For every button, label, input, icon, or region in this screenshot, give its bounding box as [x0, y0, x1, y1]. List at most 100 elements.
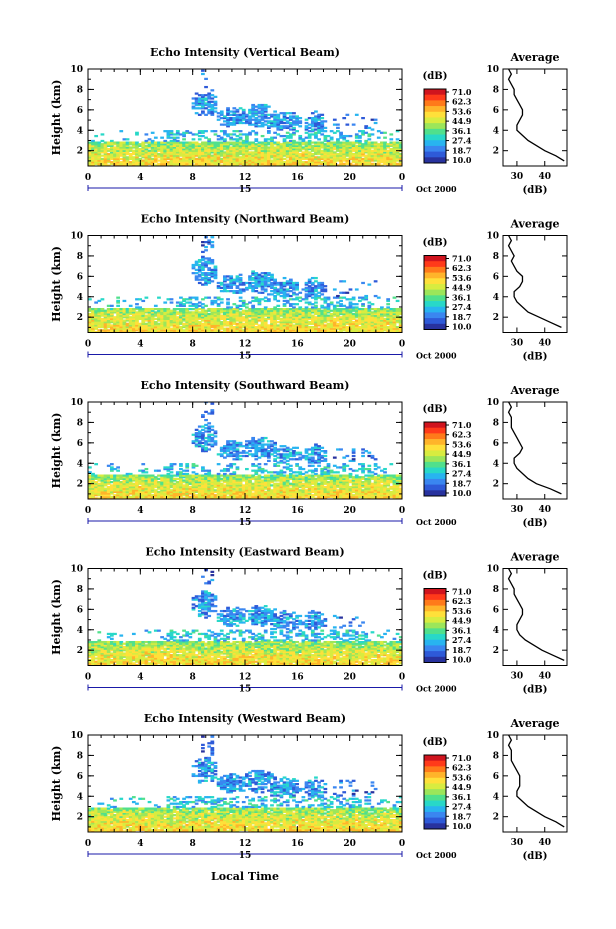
echo-cell	[307, 309, 312, 312]
echo-cell	[304, 329, 309, 332]
echo-cell	[310, 161, 315, 164]
echo-cell	[235, 152, 240, 156]
echo-cell	[392, 312, 397, 316]
echo-cell	[191, 484, 196, 487]
echo-cell	[179, 479, 183, 482]
echo-cell	[376, 322, 381, 325]
echo-cell	[88, 154, 92, 157]
echo-cell	[128, 307, 133, 311]
echo-cell	[323, 316, 328, 319]
echo-cell	[354, 151, 359, 154]
echo-cell	[392, 151, 397, 154]
echo-cell	[163, 327, 168, 330]
echo-cell	[197, 489, 202, 492]
echo-cell	[147, 159, 152, 162]
echo-cell	[292, 141, 296, 144]
echo-cell	[229, 276, 234, 280]
echo-cell	[223, 154, 227, 157]
echo-cell	[144, 492, 149, 495]
echo-cell	[241, 322, 246, 325]
echo-cell	[219, 141, 224, 144]
echo-cell	[251, 325, 256, 329]
echo-cell	[179, 482, 183, 485]
echo-cell	[235, 159, 240, 162]
echo-cell	[282, 148, 287, 151]
echo-cell	[342, 321, 347, 324]
echo-cell	[310, 329, 315, 332]
echo-cell	[226, 290, 230, 293]
echo-cell	[320, 121, 325, 125]
echo-cell	[251, 110, 256, 113]
echo-cell	[386, 303, 391, 306]
echo-cell	[392, 143, 397, 146]
echo-cell	[323, 136, 328, 139]
echo-cell	[257, 273, 262, 276]
echo-cell	[383, 141, 387, 144]
echo-cell	[251, 107, 256, 110]
echo-cell	[395, 330, 400, 333]
echo-cell	[386, 319, 391, 322]
echo-cell	[336, 148, 340, 151]
echo-cell	[367, 307, 372, 311]
echo-cell	[373, 144, 378, 147]
echo-cell	[295, 115, 299, 118]
echo-cell	[125, 161, 130, 164]
echo-cell	[219, 281, 224, 285]
x-tick-label: 16	[291, 173, 304, 183]
echo-cell	[310, 154, 315, 157]
echo-cell	[235, 141, 240, 144]
echo-cell	[260, 325, 265, 329]
echo-cell	[213, 327, 218, 330]
echo-cell	[288, 324, 293, 327]
echo-cell	[354, 311, 359, 314]
echo-cell	[163, 164, 168, 166]
echo-cell	[160, 154, 164, 157]
echo-cell	[201, 151, 205, 154]
echo-cell	[166, 481, 171, 484]
echo-cell	[317, 116, 321, 120]
echo-cell	[163, 485, 168, 489]
echo-cell	[100, 317, 105, 321]
echo-cell	[144, 151, 149, 154]
echo-cell	[270, 141, 274, 144]
echo-cell	[292, 307, 296, 311]
echo-cell	[395, 317, 400, 321]
echo-cell	[106, 325, 111, 329]
echo-cell	[197, 311, 202, 314]
echo-cell	[241, 110, 246, 113]
echo-cell	[320, 161, 325, 164]
echo-cell	[348, 303, 353, 306]
echo-cell	[201, 325, 205, 329]
echo-cell	[201, 257, 205, 260]
echo-cell	[150, 321, 155, 324]
echo-cell	[172, 133, 177, 136]
echo-cell	[125, 327, 130, 330]
echo-cell	[185, 154, 190, 157]
echo-cell	[380, 144, 384, 147]
echo-cell	[266, 327, 271, 330]
echo-cell	[285, 329, 290, 332]
echo-cell	[364, 162, 369, 165]
echo-cell	[135, 298, 139, 301]
echo-cell	[119, 482, 124, 485]
echo-cell	[320, 317, 325, 321]
echo-cell	[207, 492, 212, 495]
echo-cell	[354, 149, 359, 152]
echo-cell	[245, 118, 249, 121]
echo-cell	[144, 157, 149, 161]
average-profile-line	[507, 235, 562, 328]
echo-cell	[232, 329, 237, 332]
echo-cell	[116, 485, 120, 489]
echo-cell	[288, 321, 293, 324]
beam-panel-0: Echo Intensity (Vertical Beam)0 4 8 12 16 20 0…	[50, 46, 568, 196]
echo-cell	[179, 474, 183, 477]
echo-cell	[147, 319, 152, 322]
echo-cell	[147, 484, 152, 487]
echo-cell	[383, 149, 387, 152]
echo-cell	[119, 311, 124, 314]
echo-cell	[245, 306, 249, 309]
echo-cell	[238, 312, 243, 316]
echo-cell	[248, 162, 252, 165]
echo-cell	[131, 159, 136, 162]
echo-cell	[273, 294, 277, 298]
